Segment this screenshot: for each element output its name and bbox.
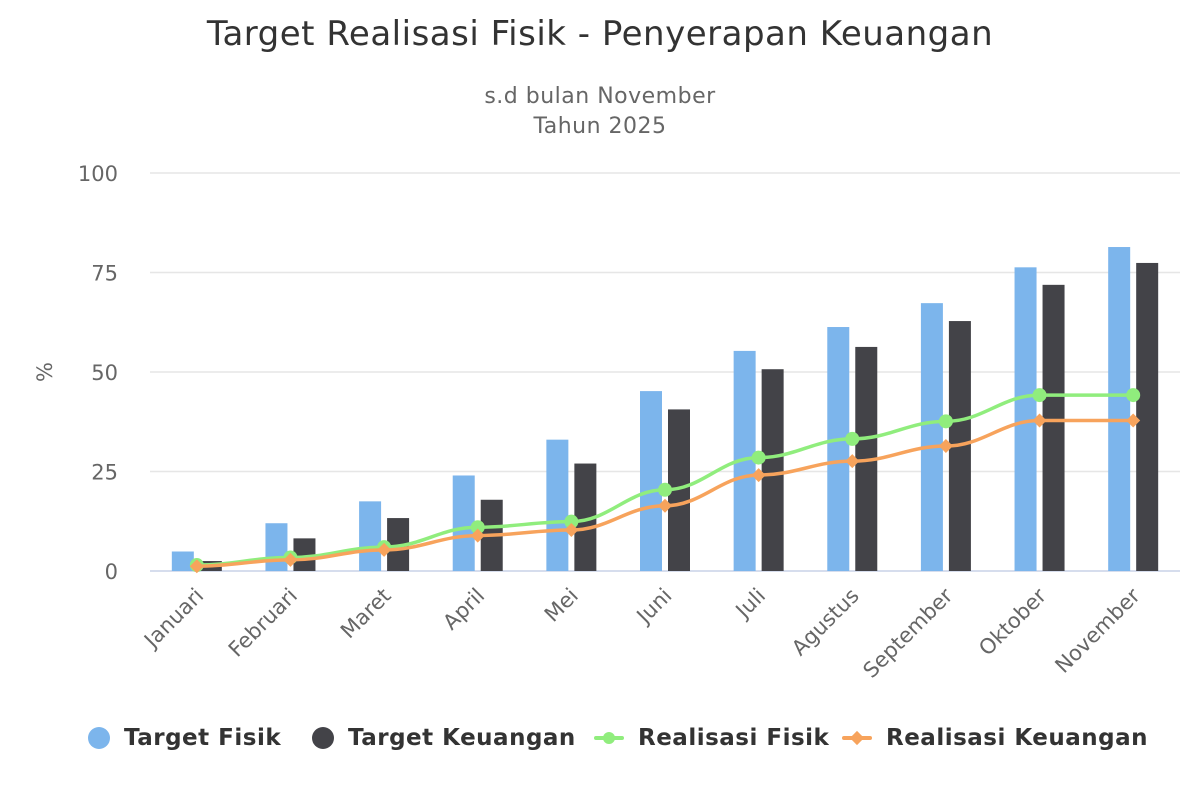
bar-target-keuangan (761, 369, 784, 571)
point-realisasi-keuangan (470, 528, 485, 543)
x-tick-label: Mei (540, 584, 583, 627)
point-realisasi-fisik (938, 414, 953, 429)
chart-subtitle: s.d bulan November Tahun 2025 (0, 82, 1200, 142)
point-realisasi-fisik (1126, 388, 1141, 403)
point-realisasi-fisik (845, 431, 860, 446)
point-realisasi-fisik (470, 520, 485, 535)
x-tick-label: Agustus (787, 584, 864, 661)
x-tick-label: Januari (138, 584, 208, 654)
chart-legend: Target Fisik Target Keuangan Realisasi F… (0, 718, 1200, 758)
point-realisasi-keuangan (564, 523, 579, 538)
y-axis-title: % (33, 362, 57, 382)
bar-target-fisik (546, 439, 569, 571)
legend-label-target-fisik: Target Fisik (124, 725, 282, 751)
point-realisasi-fisik (564, 514, 579, 529)
legend-item-realisasi-keuangan[interactable]: Realisasi Keuangan (842, 718, 1148, 758)
point-realisasi-fisik (658, 482, 672, 497)
x-tick-label: Februari (224, 584, 302, 662)
bar-target-fisik (640, 391, 662, 571)
bar-target-fisik (1014, 267, 1037, 571)
legend-symbol-realisasi-keuangan (842, 727, 872, 749)
bar-target-keuangan (1042, 284, 1065, 571)
y-tick-label: 50 (91, 361, 118, 385)
bar-target-fisik (171, 551, 194, 571)
bar-target-fisik (1108, 247, 1131, 571)
legend-symbol-target-fisik (88, 727, 110, 749)
point-realisasi-keuangan (1032, 413, 1047, 428)
x-tick-label: September (858, 583, 957, 682)
x-tick-label: Maret (336, 584, 396, 644)
y-tick-label: 75 (91, 262, 118, 286)
point-realisasi-fisik (751, 450, 766, 465)
legend-symbol-realisasi-fisik (594, 727, 624, 749)
y-tick-label: 0 (105, 560, 118, 584)
point-realisasi-fisik (1032, 388, 1047, 403)
legend-item-realisasi-fisik[interactable]: Realisasi Fisik (594, 718, 829, 758)
point-realisasi-keuangan (377, 542, 392, 557)
point-realisasi-keuangan (751, 468, 766, 483)
chart-subtitle-line-2: Tahun 2025 (533, 114, 667, 139)
bar-target-fisik (452, 475, 475, 571)
legend-item-target-fisik[interactable]: Target Fisik (88, 718, 281, 758)
point-realisasi-keuangan (189, 559, 204, 574)
y-tick-label: 25 (91, 461, 118, 485)
legend-label-target-keuangan: Target Keuangan (348, 725, 576, 751)
point-realisasi-keuangan (1126, 413, 1141, 428)
x-tick-label: November (1050, 583, 1144, 677)
point-realisasi-keuangan (283, 552, 298, 567)
point-realisasi-keuangan (658, 498, 672, 513)
legend-label-realisasi-keuangan: Realisasi Keuangan (886, 725, 1149, 751)
legend-item-target-keuangan[interactable]: Target Keuangan (312, 718, 576, 758)
bar-target-fisik (359, 501, 382, 571)
bar-target-keuangan (668, 409, 690, 571)
x-tick-label: Juli (730, 584, 770, 624)
point-realisasi-keuangan (845, 454, 860, 469)
line-realisasi-fisik (195, 393, 1135, 567)
chart-title: Target Realisasi Fisik - Penyerapan Keua… (206, 14, 994, 54)
x-tick-label: April (438, 584, 489, 635)
bar-target-keuangan (293, 538, 316, 571)
legend-label-realisasi-fisik: Realisasi Fisik (638, 725, 830, 751)
bar-target-fisik (920, 303, 943, 571)
bar-target-fisik (827, 327, 850, 571)
x-tick-label: Oktober (974, 583, 1051, 660)
bar-target-fisik (265, 523, 288, 571)
bar-target-fisik (733, 350, 756, 571)
bar-target-keuangan (1136, 262, 1159, 571)
legend-symbol-target-keuangan (312, 727, 334, 749)
x-tick-label: Juni (631, 584, 677, 630)
point-realisasi-keuangan (938, 439, 953, 454)
chart-subtitle-line-1: s.d bulan November (484, 84, 716, 109)
bar-target-keuangan (574, 463, 597, 571)
y-tick-label: 100 (78, 162, 118, 186)
